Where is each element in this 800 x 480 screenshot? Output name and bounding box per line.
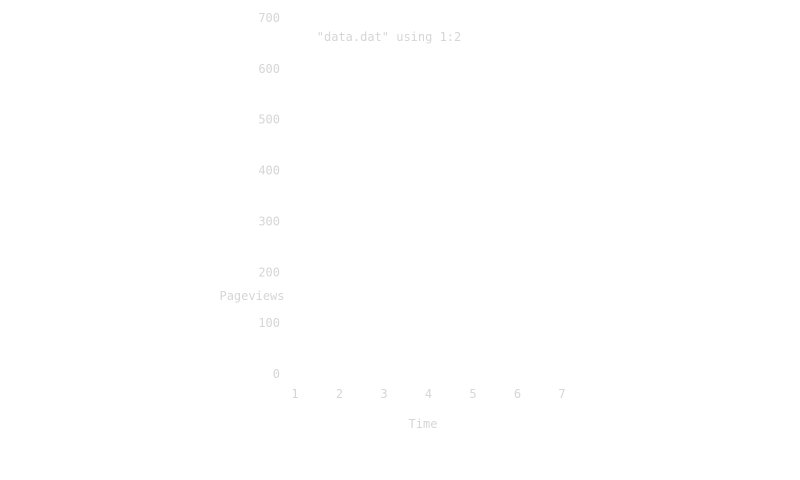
y-tick-label: 200 [258, 265, 280, 279]
y-tick-label: 700 [258, 11, 280, 25]
x-tick-label: 5 [469, 387, 476, 401]
y-axis-label: Pageviews [219, 289, 284, 303]
y-tick-label: 600 [258, 62, 280, 76]
x-tick-label: 2 [336, 387, 343, 401]
x-tick-label: 7 [558, 387, 565, 401]
x-axis-label: Time [409, 417, 438, 431]
y-tick-label: 300 [258, 214, 280, 228]
x-tick-label: 1 [291, 387, 298, 401]
x-tick-label: 6 [514, 387, 521, 401]
y-tick-label: 400 [258, 164, 280, 178]
y-axis-ticks: 0 100 200 300 400 500 600 700 [258, 11, 280, 381]
x-tick-label: 4 [425, 387, 432, 401]
y-tick-label: 100 [258, 316, 280, 330]
legend-entry: "data.dat" using 1:2 [317, 30, 462, 44]
x-axis-ticks: 1 2 3 4 5 6 7 [291, 387, 565, 401]
y-tick-label: 0 [273, 367, 280, 381]
x-tick-label: 3 [380, 387, 387, 401]
y-tick-label: 500 [258, 113, 280, 127]
